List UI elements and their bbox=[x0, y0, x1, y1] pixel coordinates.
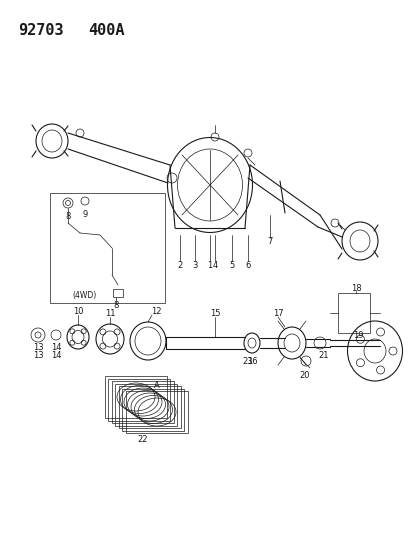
Bar bbox=[126, 391, 188, 433]
Text: 92703: 92703 bbox=[18, 23, 64, 38]
Text: 400A: 400A bbox=[88, 23, 124, 38]
Bar bbox=[112, 381, 173, 423]
Text: 19: 19 bbox=[352, 330, 362, 340]
Text: 4: 4 bbox=[212, 261, 217, 270]
Text: 10: 10 bbox=[73, 306, 83, 316]
Text: 5: 5 bbox=[229, 261, 234, 270]
Text: 12: 12 bbox=[150, 308, 161, 317]
Text: (4WD): (4WD) bbox=[72, 290, 96, 300]
Text: A: A bbox=[154, 382, 159, 391]
Text: 3: 3 bbox=[192, 261, 197, 270]
Text: 14: 14 bbox=[51, 351, 61, 359]
Text: 6: 6 bbox=[245, 261, 250, 270]
Text: 18: 18 bbox=[350, 284, 361, 293]
Bar bbox=[119, 386, 180, 428]
Text: 22: 22 bbox=[138, 435, 148, 445]
Text: 7: 7 bbox=[267, 237, 272, 246]
Text: 15: 15 bbox=[209, 309, 220, 318]
Bar bbox=[105, 376, 166, 418]
Text: 8: 8 bbox=[113, 301, 119, 310]
Text: 11: 11 bbox=[104, 309, 115, 318]
Text: 21: 21 bbox=[318, 351, 328, 359]
Text: 13: 13 bbox=[33, 343, 43, 351]
Text: 13: 13 bbox=[33, 351, 43, 359]
Text: 14: 14 bbox=[51, 343, 61, 351]
Bar bbox=[122, 389, 184, 431]
Text: 9: 9 bbox=[82, 209, 88, 219]
Bar bbox=[50, 193, 165, 303]
Text: 8: 8 bbox=[65, 212, 71, 221]
Text: 20: 20 bbox=[299, 370, 309, 379]
Text: 16: 16 bbox=[246, 357, 257, 366]
Text: 17: 17 bbox=[272, 309, 282, 318]
Bar bbox=[115, 384, 177, 425]
Text: 2: 2 bbox=[177, 261, 182, 270]
Text: 23: 23 bbox=[242, 357, 253, 366]
Text: 1: 1 bbox=[207, 261, 212, 270]
Bar bbox=[337, 293, 369, 333]
Bar bbox=[108, 378, 170, 421]
Bar bbox=[113, 289, 123, 297]
